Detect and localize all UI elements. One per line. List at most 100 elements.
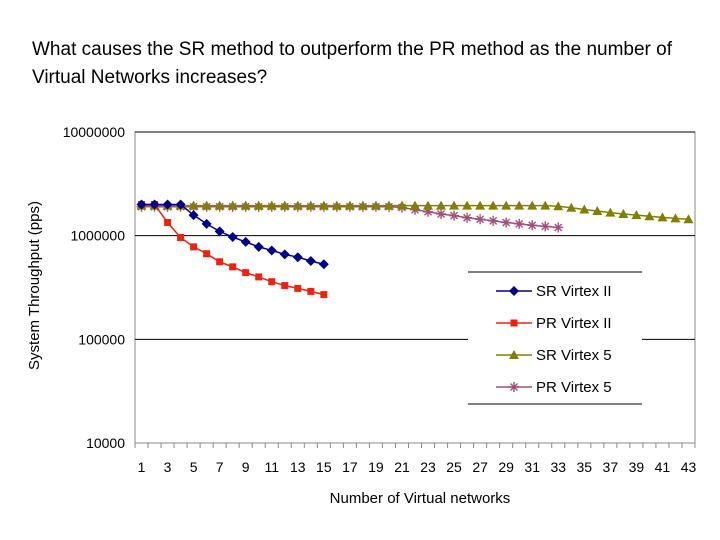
data-point-sr-virtex-5	[449, 200, 460, 210]
data-point-pr-virtex-5	[475, 214, 486, 225]
data-point-sr-virtex-5	[592, 205, 603, 215]
data-point-sr-virtex-5	[566, 202, 577, 212]
x-tick-label: 43	[681, 459, 697, 475]
data-point-pr-virtex-ii	[216, 258, 224, 266]
x-tick-label: 35	[577, 459, 593, 475]
x-tick-label: 31	[524, 459, 540, 475]
data-point-sr-virtex-ii	[240, 236, 251, 247]
data-point-pr-virtex-5	[436, 208, 447, 219]
data-point-sr-virtex-ii	[279, 249, 290, 260]
legend-marker-sr-virtex-5	[509, 350, 519, 359]
data-point-sr-virtex-ii	[266, 245, 277, 256]
data-point-sr-virtex-5	[383, 200, 394, 210]
x-tick-label: 37	[603, 459, 619, 475]
data-point-pr-virtex-5	[501, 217, 512, 228]
data-point-pr-virtex-ii	[294, 284, 302, 292]
legend-item-sr-virtex-5: SR Virtex 5	[496, 347, 612, 364]
y-tick-label: 1000000	[70, 228, 125, 244]
data-point-sr-virtex-5	[436, 200, 447, 210]
data-point-pr-virtex-5	[449, 210, 460, 221]
data-point-sr-virtex-5	[331, 200, 342, 210]
x-tick-label: 3	[164, 459, 172, 475]
data-point-sr-virtex-ii	[214, 226, 225, 237]
data-point-sr-virtex-5	[423, 200, 434, 210]
x-tick-label: 19	[368, 459, 384, 475]
data-point-sr-virtex-ii	[162, 199, 173, 210]
x-tick-label: 25	[446, 459, 462, 475]
data-point-pr-virtex-5	[488, 215, 499, 226]
data-point-pr-virtex-ii	[255, 273, 263, 281]
legend-label-sr-virtex-ii: SR Virtex II	[536, 283, 612, 300]
data-point-pr-virtex-ii	[320, 291, 328, 299]
legend-label-pr-virtex-5: PR Virtex 5	[536, 379, 612, 396]
x-tick-label: 17	[342, 459, 358, 475]
data-point-sr-virtex-5	[240, 200, 251, 210]
data-point-sr-virtex-5	[540, 200, 551, 210]
data-point-sr-virtex-5	[657, 212, 668, 222]
x-tick-label: 7	[216, 459, 224, 475]
data-point-sr-virtex-ii	[188, 210, 199, 221]
data-point-pr-virtex-ii	[281, 282, 289, 290]
x-tick-label: 23	[420, 459, 436, 475]
data-point-sr-virtex-ii	[292, 252, 303, 263]
data-point-sr-virtex-5	[305, 200, 316, 210]
data-point-sr-virtex-5	[501, 200, 512, 210]
x-tick-label: 41	[655, 459, 671, 475]
data-point-pr-virtex-ii	[268, 278, 276, 286]
data-point-pr-virtex-ii	[242, 269, 250, 277]
data-point-pr-virtex-ii	[203, 250, 211, 258]
x-tick-label: 33	[550, 459, 566, 475]
legend-label-sr-virtex-5: SR Virtex 5	[536, 347, 612, 364]
data-point-pr-virtex-5	[527, 220, 538, 231]
x-tick-label: 27	[472, 459, 488, 475]
x-tick-label: 9	[242, 459, 250, 475]
data-point-sr-virtex-ii	[136, 199, 147, 210]
x-tick-label: 15	[316, 459, 332, 475]
x-tick-label: 21	[394, 459, 410, 475]
data-point-pr-virtex-ii	[190, 243, 198, 251]
data-point-sr-virtex-5	[253, 200, 264, 210]
data-point-sr-virtex-5	[670, 213, 681, 223]
x-tick-label: 13	[290, 459, 306, 475]
legend-item-pr-virtex-ii: PR Virtex II	[496, 315, 612, 332]
data-point-sr-virtex-5	[683, 214, 694, 224]
data-point-pr-virtex-5	[540, 221, 551, 232]
data-point-sr-virtex-5	[357, 200, 368, 210]
x-axis-title: Number of Virtual networks	[330, 490, 511, 507]
x-tick-label: 29	[498, 459, 514, 475]
data-point-sr-virtex-5	[292, 200, 303, 210]
data-point-pr-virtex-5	[462, 212, 473, 223]
data-point-pr-virtex-5	[514, 218, 525, 229]
legend: SR Virtex II PR Virtex II SR Virtex 5 PR Vi…	[468, 271, 642, 405]
y-tick-label: 10000	[86, 435, 125, 451]
data-point-sr-virtex-ii	[253, 241, 264, 252]
series-sr-virtex-ii	[136, 199, 329, 270]
data-point-pr-virtex-ii	[164, 218, 172, 226]
data-point-sr-virtex-5	[188, 200, 199, 210]
data-point-sr-virtex-5	[266, 200, 277, 210]
legend-marker-sr-virtex-ii	[509, 286, 519, 296]
y-tick-label: 10000000	[63, 124, 126, 140]
data-point-sr-virtex-5	[344, 200, 355, 210]
data-point-sr-virtex-ii	[175, 199, 186, 210]
data-point-sr-virtex-5	[631, 210, 642, 220]
y-axis-title: System Throughput (pps)	[26, 201, 43, 370]
data-point-sr-virtex-ii	[149, 199, 160, 210]
data-point-sr-virtex-ii	[227, 232, 238, 243]
data-point-sr-virtex-5	[527, 200, 538, 210]
series-sr-virtex-5	[136, 200, 694, 224]
data-point-sr-virtex-5	[318, 200, 329, 210]
data-point-sr-virtex-5	[214, 200, 225, 210]
data-point-sr-virtex-5	[201, 200, 212, 210]
data-point-pr-virtex-ii	[229, 263, 237, 271]
x-tick-label: 5	[190, 459, 198, 475]
legend-item-sr-virtex-ii: SR Virtex II	[496, 283, 612, 300]
data-point-sr-virtex-5	[605, 207, 616, 217]
data-point-sr-virtex-5	[370, 200, 381, 210]
data-point-sr-virtex-5	[579, 204, 590, 214]
data-point-sr-virtex-ii	[305, 255, 316, 266]
data-point-pr-virtex-ii	[177, 234, 185, 242]
data-point-sr-virtex-ii	[201, 218, 212, 229]
legend-marker-pr-virtex-ii	[510, 319, 518, 327]
